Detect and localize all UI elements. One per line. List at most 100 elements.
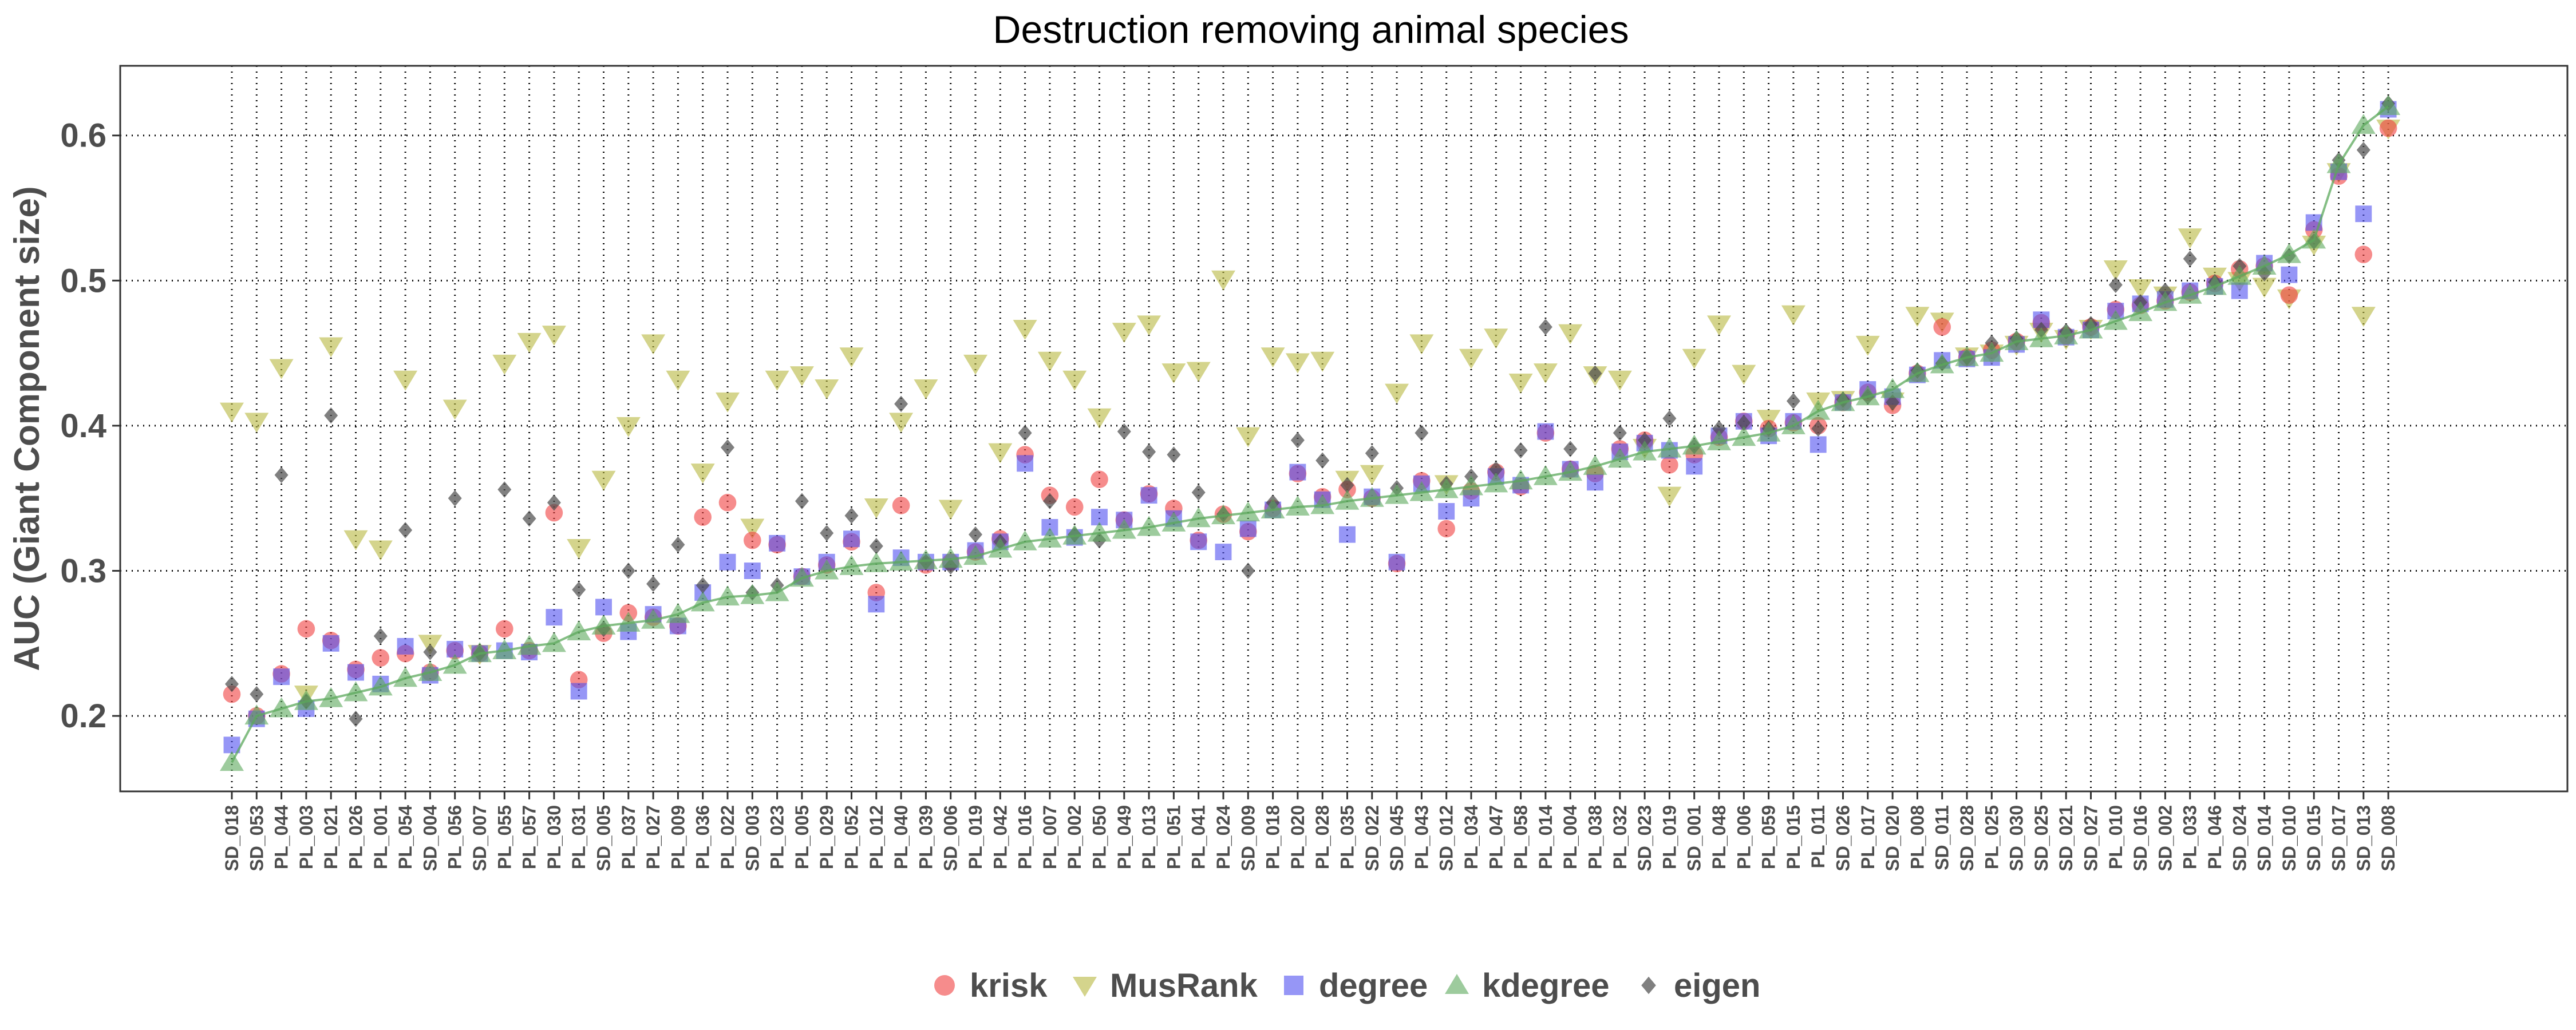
eigen-point — [547, 494, 561, 511]
x-tick-label: SD_021 — [2056, 805, 2076, 871]
eigen-point — [1786, 393, 1800, 410]
musrank-point — [343, 530, 368, 550]
degree-point — [719, 553, 736, 571]
x-tick-label: PL_028 — [1312, 805, 1333, 869]
eigen-point — [1018, 425, 1032, 441]
eigen-point — [324, 407, 338, 424]
x-tick-label: SD_012 — [1436, 805, 1457, 871]
eigen-point — [1811, 420, 1826, 437]
musrank-point — [1657, 486, 1682, 507]
musrank-point — [591, 470, 616, 491]
kdegree-point — [1062, 524, 1087, 545]
kdegree-point — [1855, 385, 1880, 406]
legend-item-eigen: eigen — [1641, 967, 1761, 1004]
eigen-point — [1315, 452, 1330, 469]
x-tick-label: PL_013 — [1139, 805, 1159, 869]
x-tick-label: PL_037 — [618, 805, 639, 869]
kdegree-point — [864, 552, 888, 572]
degree-point — [1438, 503, 1455, 520]
musrank-point — [1310, 351, 1335, 372]
kdegree-point — [815, 559, 839, 580]
x-tick-label: SD_004 — [420, 805, 440, 871]
eigen-point — [671, 536, 685, 553]
krisk-point — [694, 508, 712, 526]
y-tick-label: 0.4 — [60, 407, 106, 445]
kdegree-point — [641, 608, 666, 629]
x-tick-label: PL_008 — [1907, 805, 1927, 869]
x-tick-label: PL_050 — [1089, 805, 1110, 869]
musrank-point — [1385, 383, 1409, 404]
x-tick-label: PL_048 — [1709, 805, 1729, 869]
kdegree-point — [1459, 475, 1483, 496]
kdegree-point — [789, 566, 814, 587]
musrank-point — [220, 402, 244, 423]
kdegree-point — [963, 545, 987, 565]
kdegree-point — [740, 584, 765, 604]
x-tick-label: PL_035 — [1337, 805, 1358, 869]
kdegree-point — [1409, 481, 1434, 501]
x-tick-label: PL_025 — [1981, 805, 2002, 869]
x-tick-label: PL_011 — [1808, 805, 1828, 868]
kdegree-point — [1310, 494, 1335, 514]
legend-label: kdegree — [1482, 967, 1609, 1004]
krisk-point — [545, 504, 563, 522]
x-tick-label: SD_013 — [2353, 805, 2374, 871]
degree-point — [1289, 464, 1306, 481]
eigen-point — [1142, 443, 1156, 460]
degree-point — [1239, 520, 1257, 537]
x-tick-label: SD_028 — [1957, 805, 1977, 871]
kdegree-point — [517, 635, 542, 655]
degree-point — [595, 599, 612, 616]
musrank-point — [1459, 348, 1483, 369]
kdegree-point — [244, 704, 269, 725]
degree-point — [570, 683, 587, 700]
musrank-point — [2178, 228, 2202, 249]
x-tick-label: PL_032 — [1610, 805, 1630, 869]
degree-point — [2355, 205, 2372, 223]
musrank-point — [319, 337, 343, 358]
eigen-point — [894, 395, 908, 413]
x-tick-label: SD_026 — [1833, 805, 1854, 871]
kdegree-point — [988, 537, 1013, 558]
eigen-point — [522, 510, 536, 527]
krisk-point — [1091, 470, 1108, 489]
kdegree-point — [1484, 472, 1508, 493]
eigen-point — [1538, 319, 1552, 335]
kdegree-point — [1831, 391, 1855, 411]
kdegree-point — [1732, 426, 1756, 446]
krisk-point — [2280, 286, 2298, 304]
x-tick-label: PL_014 — [1535, 805, 1556, 869]
y-tick-label: 0.6 — [60, 117, 106, 154]
x-tick-label: PL_047 — [1485, 805, 1506, 869]
musrank-point — [567, 538, 591, 559]
kdegree-point — [2227, 264, 2252, 285]
kdegree-point — [889, 550, 914, 571]
musrank-point — [889, 413, 914, 433]
x-tick-label: PL_002 — [1064, 805, 1085, 869]
musrank-point — [1905, 307, 1930, 327]
legend-label: MusRank — [1110, 967, 1258, 1004]
musrank-point — [815, 379, 839, 399]
kdegree-point — [1955, 346, 1979, 366]
x-tick-label: SD_007 — [469, 805, 490, 871]
musrank-point — [2252, 278, 2277, 298]
kdegree-point — [2029, 327, 2053, 347]
musrank-point — [1013, 320, 1037, 340]
x-tick-label: PL_027 — [643, 805, 663, 869]
x-tick-label: PL_041 — [1188, 805, 1209, 869]
x-tick-label: SD_045 — [1386, 805, 1407, 871]
kdegree-point — [1285, 495, 1310, 516]
eigen-point — [969, 526, 982, 543]
musrank-point — [1707, 315, 1731, 336]
x-tick-label: PL_019 — [1659, 805, 1680, 869]
kdegree-point — [418, 661, 442, 682]
kdegree-point — [1707, 430, 1731, 450]
musrank-point — [1508, 373, 1533, 394]
series-kdegree — [220, 95, 2401, 771]
x-tick-label: SD_010 — [2279, 805, 2300, 871]
musrank-point — [963, 354, 987, 375]
eigen-point — [349, 710, 363, 727]
x-tick-label: PL_006 — [1733, 805, 1754, 869]
x-tick-label: PL_017 — [1858, 805, 1878, 869]
kdegree-point — [1508, 469, 1533, 490]
